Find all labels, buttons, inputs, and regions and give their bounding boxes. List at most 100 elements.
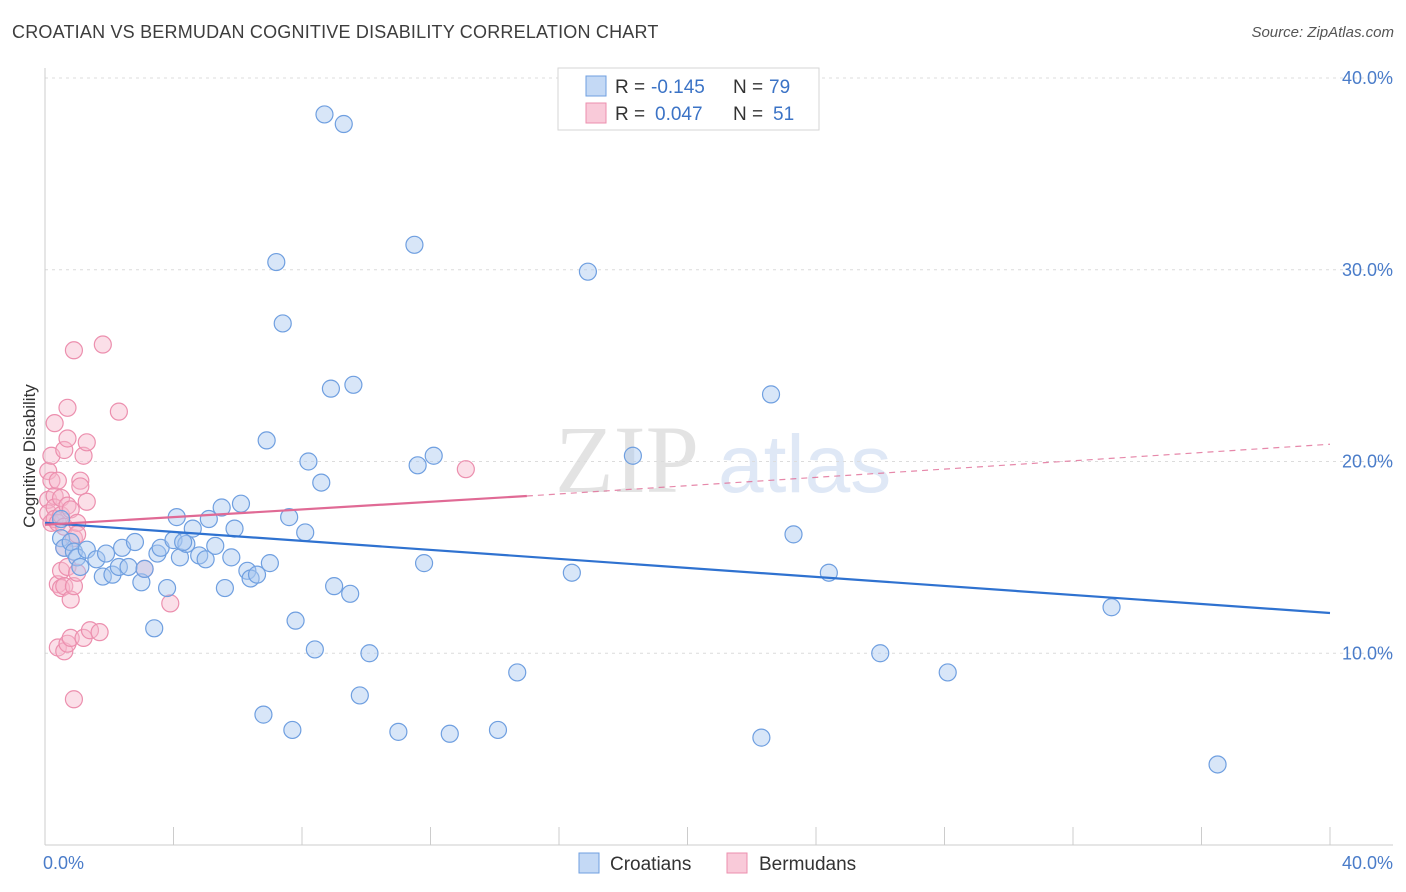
bermudans-point-43 [77, 492, 96, 511]
legend-r-label-croatians: R = [615, 77, 645, 98]
y-tick-label-40: 40.0% [1342, 68, 1393, 88]
legend-bottom: Croatians Bermudans [578, 852, 856, 875]
tick-labels: 10.0% 20.0% 30.0% 40.0% 0.0% 40.0% [43, 68, 1393, 873]
bermudans-point-47 [109, 402, 128, 421]
croatians-point-31 [212, 498, 231, 517]
croatians-point-46 [286, 611, 305, 630]
croatians-point-63 [440, 724, 459, 743]
croatians-point-12 [109, 557, 128, 577]
bermudans-point-30 [61, 628, 80, 648]
croatians-point-10 [96, 544, 116, 563]
croatians-point-55 [344, 375, 363, 394]
bermudans-point-27 [58, 634, 77, 653]
bermudans-point-37 [68, 563, 87, 582]
bermudans-point-6 [45, 414, 64, 433]
source-label: Source: ZipAtlas.com [1251, 24, 1394, 41]
legend-n-label-bermudans: N = [733, 104, 763, 125]
croatians-point-59 [405, 235, 424, 254]
croatians-point-6 [71, 557, 90, 577]
croatians-point-58 [389, 722, 408, 741]
croatians-point-65 [508, 663, 527, 682]
croatians-point-57 [360, 644, 379, 663]
croatians-point-8 [87, 550, 106, 569]
croatians-point-1 [51, 529, 71, 548]
trend-line-croatians [44, 521, 1331, 615]
croatians-point-76 [1208, 755, 1227, 774]
legend-r-value-croatians: -0.145 [651, 77, 705, 98]
bermudans-point-0 [39, 461, 58, 481]
bermudans-point-3 [42, 471, 61, 490]
croatians-point-38 [247, 565, 267, 584]
watermark-atlas: atlas [718, 419, 891, 510]
bermudans-point-39 [71, 477, 90, 496]
bermudans-point-42 [77, 433, 96, 452]
bermudans-point-45 [90, 623, 109, 642]
legend-bottom-label-croatians: Croatians [610, 854, 691, 875]
croatians-point-47 [296, 523, 315, 542]
croatians-point-30 [206, 536, 225, 555]
croatians-point-3 [61, 532, 80, 552]
croatians-point-33 [222, 548, 241, 567]
croatians-point-7 [77, 540, 96, 559]
bermudans-point-23 [58, 429, 77, 448]
legend-swatch-bermudans [585, 102, 607, 124]
croatians-point-14 [119, 557, 138, 577]
croatians-point-69 [752, 728, 771, 747]
trend-line-bermudans [44, 494, 527, 526]
legend-top: R = -0.145 N = 79 R = 0.047 N = 51 [557, 67, 820, 131]
axes [44, 68, 1393, 846]
croatians-point-51 [321, 379, 341, 398]
croatians-point-18 [145, 619, 164, 638]
bermudans-point-34 [64, 690, 84, 709]
legend-n-value-croatians: 79 [769, 77, 790, 98]
bermudans-point-10 [48, 471, 67, 490]
bermudans-point-38 [71, 471, 90, 490]
bermudans-point-31 [64, 341, 84, 360]
legend-bottom-swatch-croatians [578, 852, 600, 874]
bermudans-point-33 [64, 577, 84, 596]
croatians-point-41 [260, 554, 279, 573]
bermudans-point-24 [58, 398, 77, 417]
croatians-point-35 [231, 494, 251, 513]
croatians-point-54 [341, 584, 360, 603]
croatians-point-48 [299, 452, 318, 471]
croatians-point-77 [315, 105, 334, 124]
croatians-point-68 [623, 446, 642, 465]
legend-r-value-bermudans: 0.047 [655, 104, 703, 125]
trend-lines [44, 443, 1331, 615]
croatians-point-45 [283, 720, 302, 740]
croatians-point-62 [424, 446, 443, 465]
croatians-point-50 [312, 473, 331, 492]
croatians-point-5 [68, 548, 87, 567]
y-tick-label-20: 20.0% [1342, 452, 1393, 472]
croatians-point-70 [761, 385, 781, 404]
trend-line-bermudans-extension [526, 443, 1331, 497]
croatians-point-61 [414, 554, 434, 573]
croatians-point-74 [938, 663, 957, 682]
croatians-point-71 [784, 525, 803, 544]
croatians-point-25 [177, 534, 196, 554]
bermudans-point-18 [55, 440, 74, 460]
bermudans-point-49 [161, 594, 180, 613]
croatians-point-21 [157, 578, 177, 598]
croatians-point-49 [305, 640, 324, 659]
croatians-point-43 [273, 314, 292, 333]
croatians-point-53 [334, 114, 353, 134]
legend-r-label-bermudans: R = [615, 104, 645, 125]
bermudans-point-26 [58, 557, 77, 577]
legend-n-label-croatians: N = [733, 77, 763, 98]
croatians-point-15 [125, 532, 145, 552]
croatians-point-17 [135, 559, 154, 578]
croatians-point-28 [196, 550, 215, 569]
series-croatians [51, 105, 1227, 774]
croatians-point-19 [148, 544, 167, 563]
y-tick-label-10: 10.0% [1342, 643, 1393, 663]
legend-n-value-bermudans: 51 [773, 104, 794, 125]
croatians-point-60 [408, 456, 427, 475]
croatians-point-67 [578, 262, 598, 281]
croatians-point-34 [225, 519, 244, 538]
croatians-point-64 [488, 720, 508, 740]
bermudans-point-29 [61, 590, 80, 609]
croatians-point-66 [562, 563, 581, 582]
